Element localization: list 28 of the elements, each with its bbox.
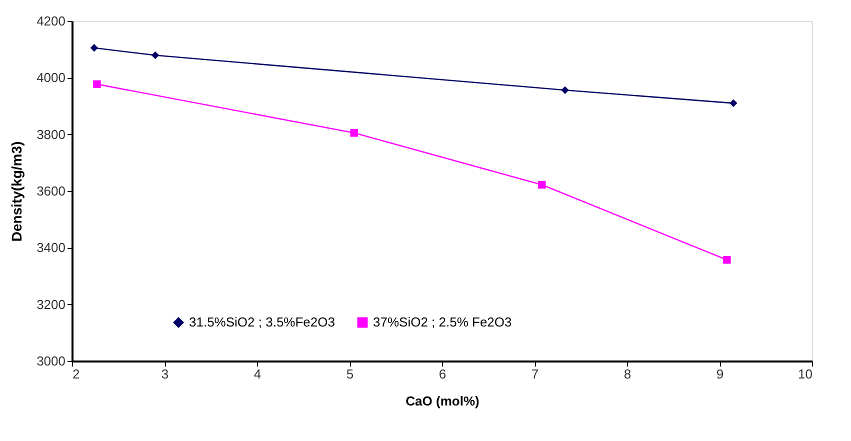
x-tick-label: 7 bbox=[531, 366, 539, 382]
y-tick-label: 4200 bbox=[36, 14, 66, 28]
point bbox=[538, 180, 546, 189]
point bbox=[90, 44, 98, 52]
x-tick-label: 6 bbox=[438, 366, 446, 382]
y-tick-label: 3800 bbox=[36, 126, 66, 142]
x-tick-label: 10 bbox=[798, 366, 812, 382]
x-tick-label: 2 bbox=[72, 366, 80, 382]
x-tick-label: 4 bbox=[254, 366, 262, 382]
y-tick-label: 4000 bbox=[36, 70, 66, 86]
y-tick-label: 3600 bbox=[36, 184, 66, 198]
point bbox=[723, 256, 731, 264]
point bbox=[730, 99, 738, 108]
legend-label: 37%SiO2 ; 2.5% Fe2O3 bbox=[373, 314, 512, 330]
y-axis-title: Density(kg/m3) bbox=[8, 141, 25, 242]
x-tick-label: 8 bbox=[624, 366, 632, 382]
x-tick-label: 3 bbox=[161, 366, 169, 382]
point bbox=[151, 51, 160, 60]
x-tick-label: 9 bbox=[716, 366, 724, 382]
point bbox=[93, 80, 101, 88]
y-tick-label: 3200 bbox=[36, 296, 66, 312]
point bbox=[561, 86, 569, 94]
x-axis-title: CaO (mol%) bbox=[406, 394, 480, 408]
x-tick-label: 5 bbox=[346, 366, 354, 382]
point bbox=[350, 129, 358, 137]
y-tick-label: 3000 bbox=[36, 354, 66, 368]
legend-label: 31.5%SiO2 ; 3.5%Fe2O3 bbox=[189, 314, 335, 330]
y-tick-label: 3400 bbox=[36, 240, 66, 256]
